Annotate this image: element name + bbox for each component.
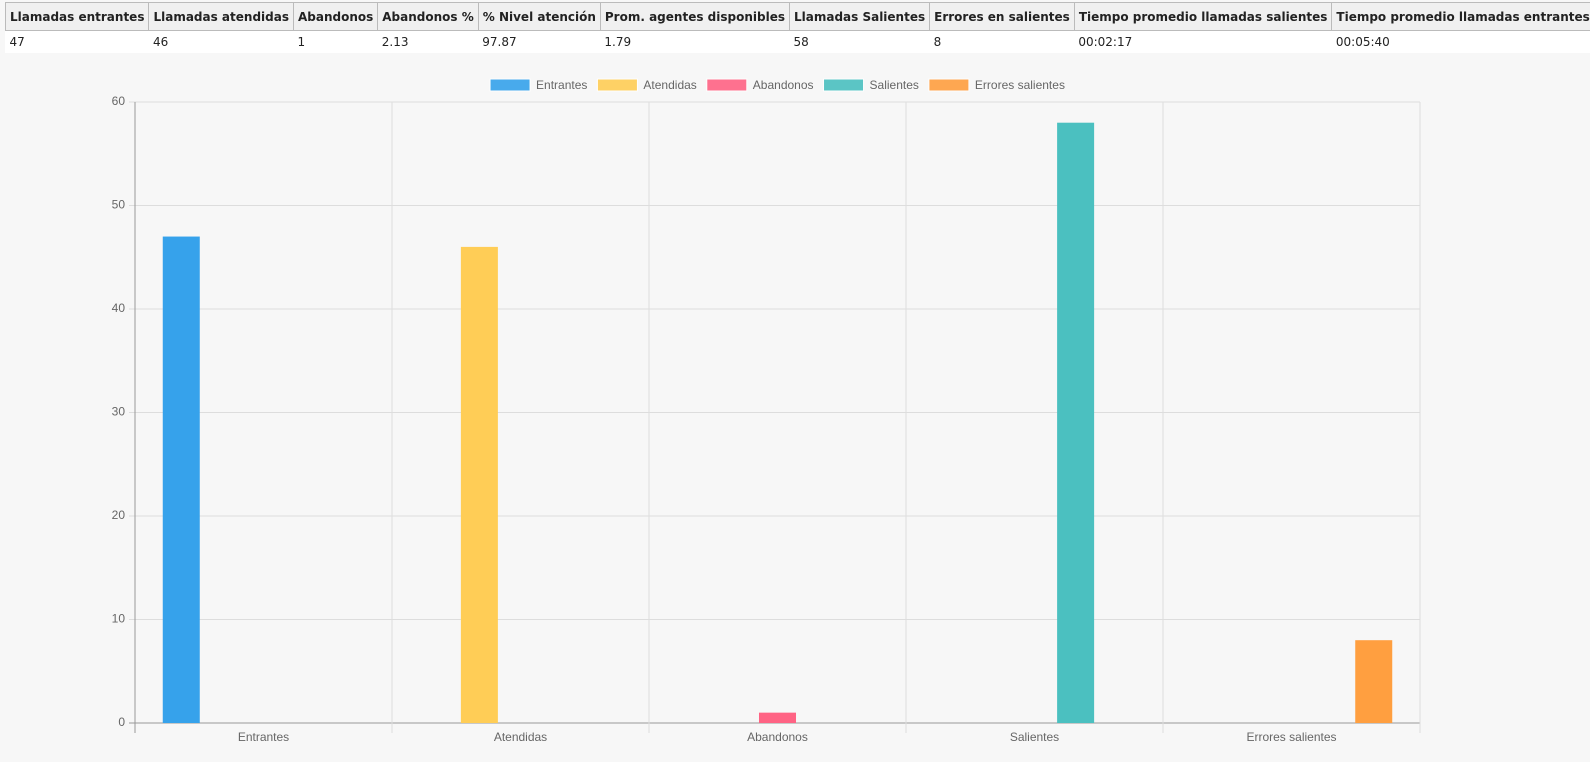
data-cell: 1	[297, 35, 306, 49]
legend-swatch	[706, 78, 748, 92]
header-cell: % Nivel atención	[477, 2, 601, 31]
header-cell: Tiempo promedio llamadas entrantes	[1331, 2, 1590, 31]
data-cell: 00:02:17	[1078, 35, 1133, 49]
data-cell: 97.87	[482, 35, 517, 49]
header-cell: Prom. agentes disponibles	[599, 2, 790, 31]
data-cell: 1.79	[604, 35, 632, 49]
x-tick-label: Atendidas	[494, 730, 547, 744]
header-cell: Errores en salientes	[929, 2, 1075, 31]
y-tick-label: 30	[112, 405, 126, 419]
header-cell: Abandonos %	[377, 2, 479, 31]
data-cell: 47	[9, 35, 25, 49]
legend-swatch	[928, 78, 970, 92]
y-tick-label: 10	[112, 612, 126, 626]
x-tick-label: Salientes	[1010, 730, 1059, 744]
bar	[162, 236, 200, 724]
data-cell: 00:05:40	[1335, 35, 1390, 49]
bar	[1355, 640, 1393, 723]
header-cell: Llamadas atendidas	[148, 2, 294, 31]
header-cell: Abandonos	[292, 2, 379, 31]
y-tick-label: 20	[112, 508, 126, 522]
data-cell: 2.13	[381, 35, 409, 49]
bar	[460, 246, 498, 723]
bar	[758, 712, 797, 723]
legend-label: Entrantes	[536, 78, 587, 92]
x-tick-label: Errores salientes	[1246, 730, 1336, 744]
header-row: Llamadas entrantes Llamadas atendidas Aban…	[4, 2, 1590, 31]
summary-table: Llamadas entrantes Llamadas atendidas Aban…	[4, 2, 1590, 54]
header-cell: Llamadas Salientes	[788, 2, 931, 31]
data-cell: 58	[793, 35, 809, 49]
legend-swatch	[823, 78, 865, 92]
x-tick-label: Abandonos	[747, 730, 808, 744]
header-cell: Tiempo promedio llamadas salientes	[1073, 2, 1333, 31]
bar	[1057, 122, 1095, 723]
x-tick-label: Entrantes	[238, 730, 289, 744]
legend-label: Salientes	[870, 78, 919, 92]
data-cell: 8	[933, 35, 942, 49]
legend-label: Atendidas	[643, 78, 696, 92]
legend-swatch	[596, 78, 638, 92]
y-tick-label: 40	[112, 301, 126, 315]
y-tick-label: 50	[112, 198, 126, 212]
legend-label: Errores salientes	[975, 78, 1065, 92]
data-row: 47 46 1 2.13 97.87 1.79 58 8 00:02:17 00:05:40	[6, 31, 1590, 54]
y-tick-label: 60	[112, 94, 126, 108]
legend-label: Abandonos	[753, 78, 814, 92]
y-tick-label: 0	[118, 715, 125, 729]
header-cell: Llamadas entrantes	[4, 2, 150, 31]
data-cell: 46	[152, 35, 169, 49]
legend-swatch	[489, 78, 531, 92]
